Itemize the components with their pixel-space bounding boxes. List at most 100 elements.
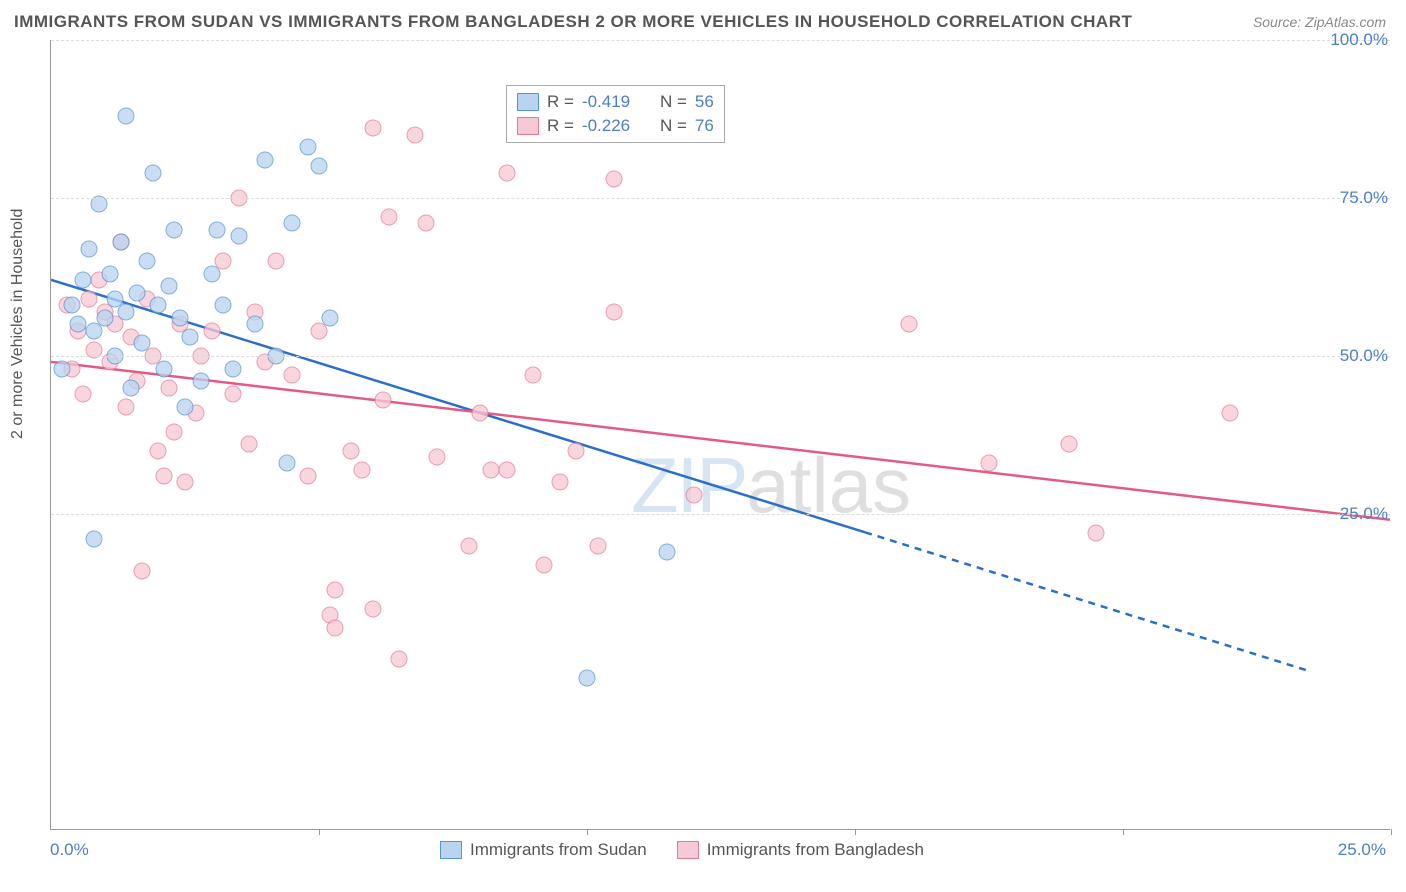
bangladesh-point (75, 385, 92, 402)
bangladesh-point (471, 404, 488, 421)
sudan-point (311, 158, 328, 175)
sudan-point (579, 670, 596, 687)
bangladesh-point (605, 171, 622, 188)
sudan-point (209, 221, 226, 238)
bangladesh-point (225, 385, 242, 402)
grid-line-horizontal (51, 514, 1390, 515)
sudan-point (134, 335, 151, 352)
x-tick-mark (1391, 829, 1392, 835)
sudan-point (128, 284, 145, 301)
sudan-point (193, 373, 210, 390)
stat-r-value: -0.419 (582, 92, 642, 112)
legend-swatch (517, 117, 539, 135)
bangladesh-point (327, 581, 344, 598)
bangladesh-point (461, 537, 478, 554)
sudan-point (144, 164, 161, 181)
y-axis-title: 2 or more Vehicles in Household (9, 209, 27, 439)
legend-swatch (517, 93, 539, 111)
y-tick-label: 100.0% (1330, 30, 1388, 50)
sudan-point (139, 253, 156, 270)
bangladesh-point (150, 442, 167, 459)
legend-series-item: Immigrants from Bangladesh (677, 840, 924, 860)
legend-series-item: Immigrants from Sudan (440, 840, 647, 860)
grid-line-horizontal (51, 356, 1390, 357)
legend-stat-row: R =-0.226N =76 (517, 114, 714, 138)
sudan-point (80, 240, 97, 257)
sudan-point (150, 297, 167, 314)
sudan-point (160, 278, 177, 295)
sudan-point (75, 272, 92, 289)
grid-line-horizontal (51, 40, 1390, 41)
sudan-point (69, 316, 86, 333)
bangladesh-point (160, 379, 177, 396)
bangladesh-point (418, 215, 435, 232)
sudan-point (118, 107, 135, 124)
bangladesh-point (407, 126, 424, 143)
bangladesh-point (605, 303, 622, 320)
bangladesh-point (1061, 436, 1078, 453)
bangladesh-point (1088, 524, 1105, 541)
sudan-point (300, 139, 317, 156)
sudan-point (214, 297, 231, 314)
bangladesh-point (428, 449, 445, 466)
y-tick-label: 25.0% (1340, 504, 1388, 524)
sudan-point (257, 152, 274, 169)
sudan-point (64, 297, 81, 314)
sudan-point (112, 234, 129, 251)
sudan-point (225, 360, 242, 377)
bangladesh-point (1222, 404, 1239, 421)
sudan-point (171, 310, 188, 327)
stat-n-value: 76 (695, 116, 714, 136)
sudan-point (246, 316, 263, 333)
y-tick-label: 50.0% (1340, 346, 1388, 366)
sudan-point (101, 265, 118, 282)
legend-swatch (677, 841, 699, 859)
bangladesh-point (155, 468, 172, 485)
bangladesh-point (552, 474, 569, 491)
y-tick-label: 75.0% (1340, 188, 1388, 208)
bangladesh-point (364, 600, 381, 617)
bangladesh-point (900, 316, 917, 333)
watermark-zip: ZIP (631, 441, 746, 529)
bangladesh-point (118, 398, 135, 415)
sudan-point (284, 215, 301, 232)
bangladesh-point (268, 253, 285, 270)
x-tick-mark (1123, 829, 1124, 835)
sudan-point (230, 227, 247, 244)
stat-r-label: R = (547, 116, 574, 136)
watermark-atlas: atlas (746, 441, 911, 529)
bangladesh-point (498, 461, 515, 478)
bangladesh-point (327, 619, 344, 636)
sudan-point (166, 221, 183, 238)
series-legend: Immigrants from Sudan Immigrants from Ban… (440, 840, 924, 860)
correlation-legend: R =-0.419N =56R =-0.226N =76 (506, 85, 725, 143)
x-axis-max-label: 25.0% (1338, 840, 1386, 860)
legend-stat-row: R =-0.419N =56 (517, 90, 714, 114)
bangladesh-point (284, 366, 301, 383)
bangladesh-point (981, 455, 998, 472)
legend-series-label: Immigrants from Sudan (470, 840, 647, 860)
bangladesh-point (300, 468, 317, 485)
bangladesh-point (568, 442, 585, 459)
bangladesh-point (203, 322, 220, 339)
sudan-point (53, 360, 70, 377)
sudan-point (96, 310, 113, 327)
grid-line-horizontal (51, 198, 1390, 199)
sudan-point (118, 303, 135, 320)
stat-n-label: N = (660, 116, 687, 136)
x-axis-zero-label: 0.0% (50, 840, 89, 860)
regression-lines (51, 40, 1390, 829)
stat-n-value: 56 (695, 92, 714, 112)
chart-title: IMMIGRANTS FROM SUDAN VS IMMIGRANTS FROM… (14, 12, 1132, 32)
bangladesh-point (134, 562, 151, 579)
sudan-point (123, 379, 140, 396)
bangladesh-point (80, 291, 97, 308)
bangladesh-point (391, 651, 408, 668)
sudan-point (659, 543, 676, 560)
legend-swatch (440, 841, 462, 859)
bangladesh-point (364, 120, 381, 137)
bangladesh-point (686, 487, 703, 504)
bangladesh-point (343, 442, 360, 459)
bangladesh-point (525, 366, 542, 383)
sudan-point (85, 531, 102, 548)
